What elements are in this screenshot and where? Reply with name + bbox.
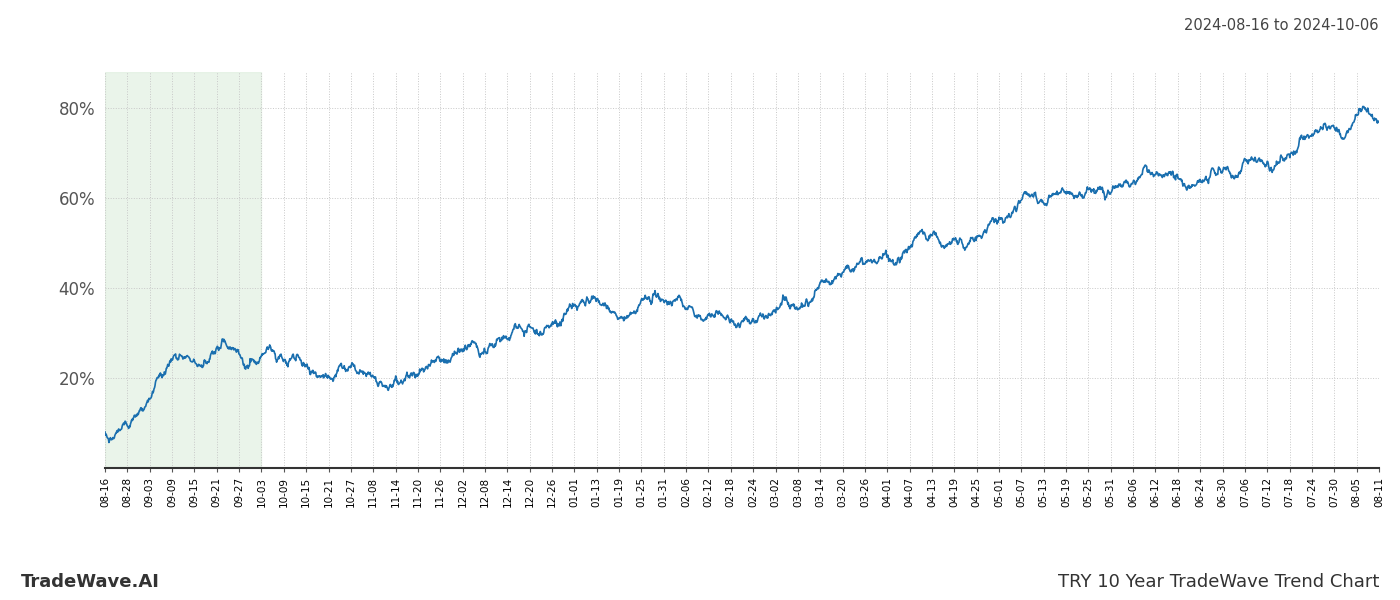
Bar <box>105 72 262 468</box>
Text: TradeWave.AI: TradeWave.AI <box>21 573 160 591</box>
Text: TRY 10 Year TradeWave Trend Chart: TRY 10 Year TradeWave Trend Chart <box>1057 573 1379 591</box>
Text: 2024-08-16 to 2024-10-06: 2024-08-16 to 2024-10-06 <box>1184 18 1379 33</box>
